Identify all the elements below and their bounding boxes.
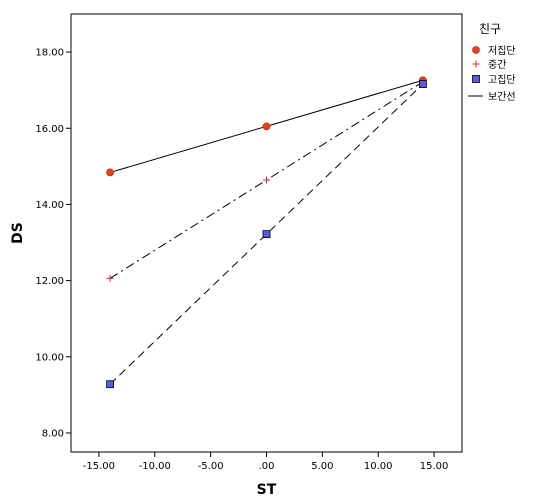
data-point-series-3 bbox=[262, 230, 271, 239]
y-tick-label: 16.00 bbox=[35, 124, 64, 135]
data-point-series-1 bbox=[262, 122, 271, 131]
y-tick-label: 10.00 bbox=[35, 352, 64, 363]
x-tick-label: 10.00 bbox=[364, 461, 393, 472]
y-axis-title: DS bbox=[10, 222, 26, 244]
y-tick-label: 14.00 bbox=[35, 200, 64, 211]
legend-marker-series-1 bbox=[472, 46, 480, 54]
y-tick-label: 8.00 bbox=[42, 428, 64, 439]
x-tick-label: -15.00 bbox=[83, 461, 115, 472]
y-tick-label: 12.00 bbox=[35, 276, 64, 287]
data-point-series-2 bbox=[106, 274, 114, 282]
legend-label-series-2: 중간 bbox=[488, 59, 506, 71]
legend-label-series-3: 고집단 bbox=[488, 74, 516, 86]
x-tick-label: -5.00 bbox=[198, 461, 224, 472]
fit-line-series-3 bbox=[109, 83, 424, 385]
legend-title: 친구 bbox=[479, 22, 501, 36]
y-tick-label: 18.00 bbox=[35, 48, 64, 59]
x-tick-label: 5.00 bbox=[311, 461, 333, 472]
legend-marker-series-3 bbox=[472, 75, 480, 83]
data-point-series-3 bbox=[418, 80, 427, 88]
data-point-series-1 bbox=[106, 168, 114, 177]
x-tick-label: -10.00 bbox=[139, 461, 171, 472]
data-point-series-2 bbox=[263, 176, 270, 184]
data-point-series-3 bbox=[106, 380, 114, 389]
x-axis-title: ST bbox=[257, 482, 277, 498]
legend-fit-line-label: 보간선 bbox=[488, 91, 516, 103]
legend-label-series-1: 저집단 bbox=[488, 45, 516, 57]
x-tick-label: 15.00 bbox=[420, 461, 449, 472]
x-tick-label: .00 bbox=[259, 461, 275, 472]
legend-marker-series-2 bbox=[472, 60, 480, 68]
